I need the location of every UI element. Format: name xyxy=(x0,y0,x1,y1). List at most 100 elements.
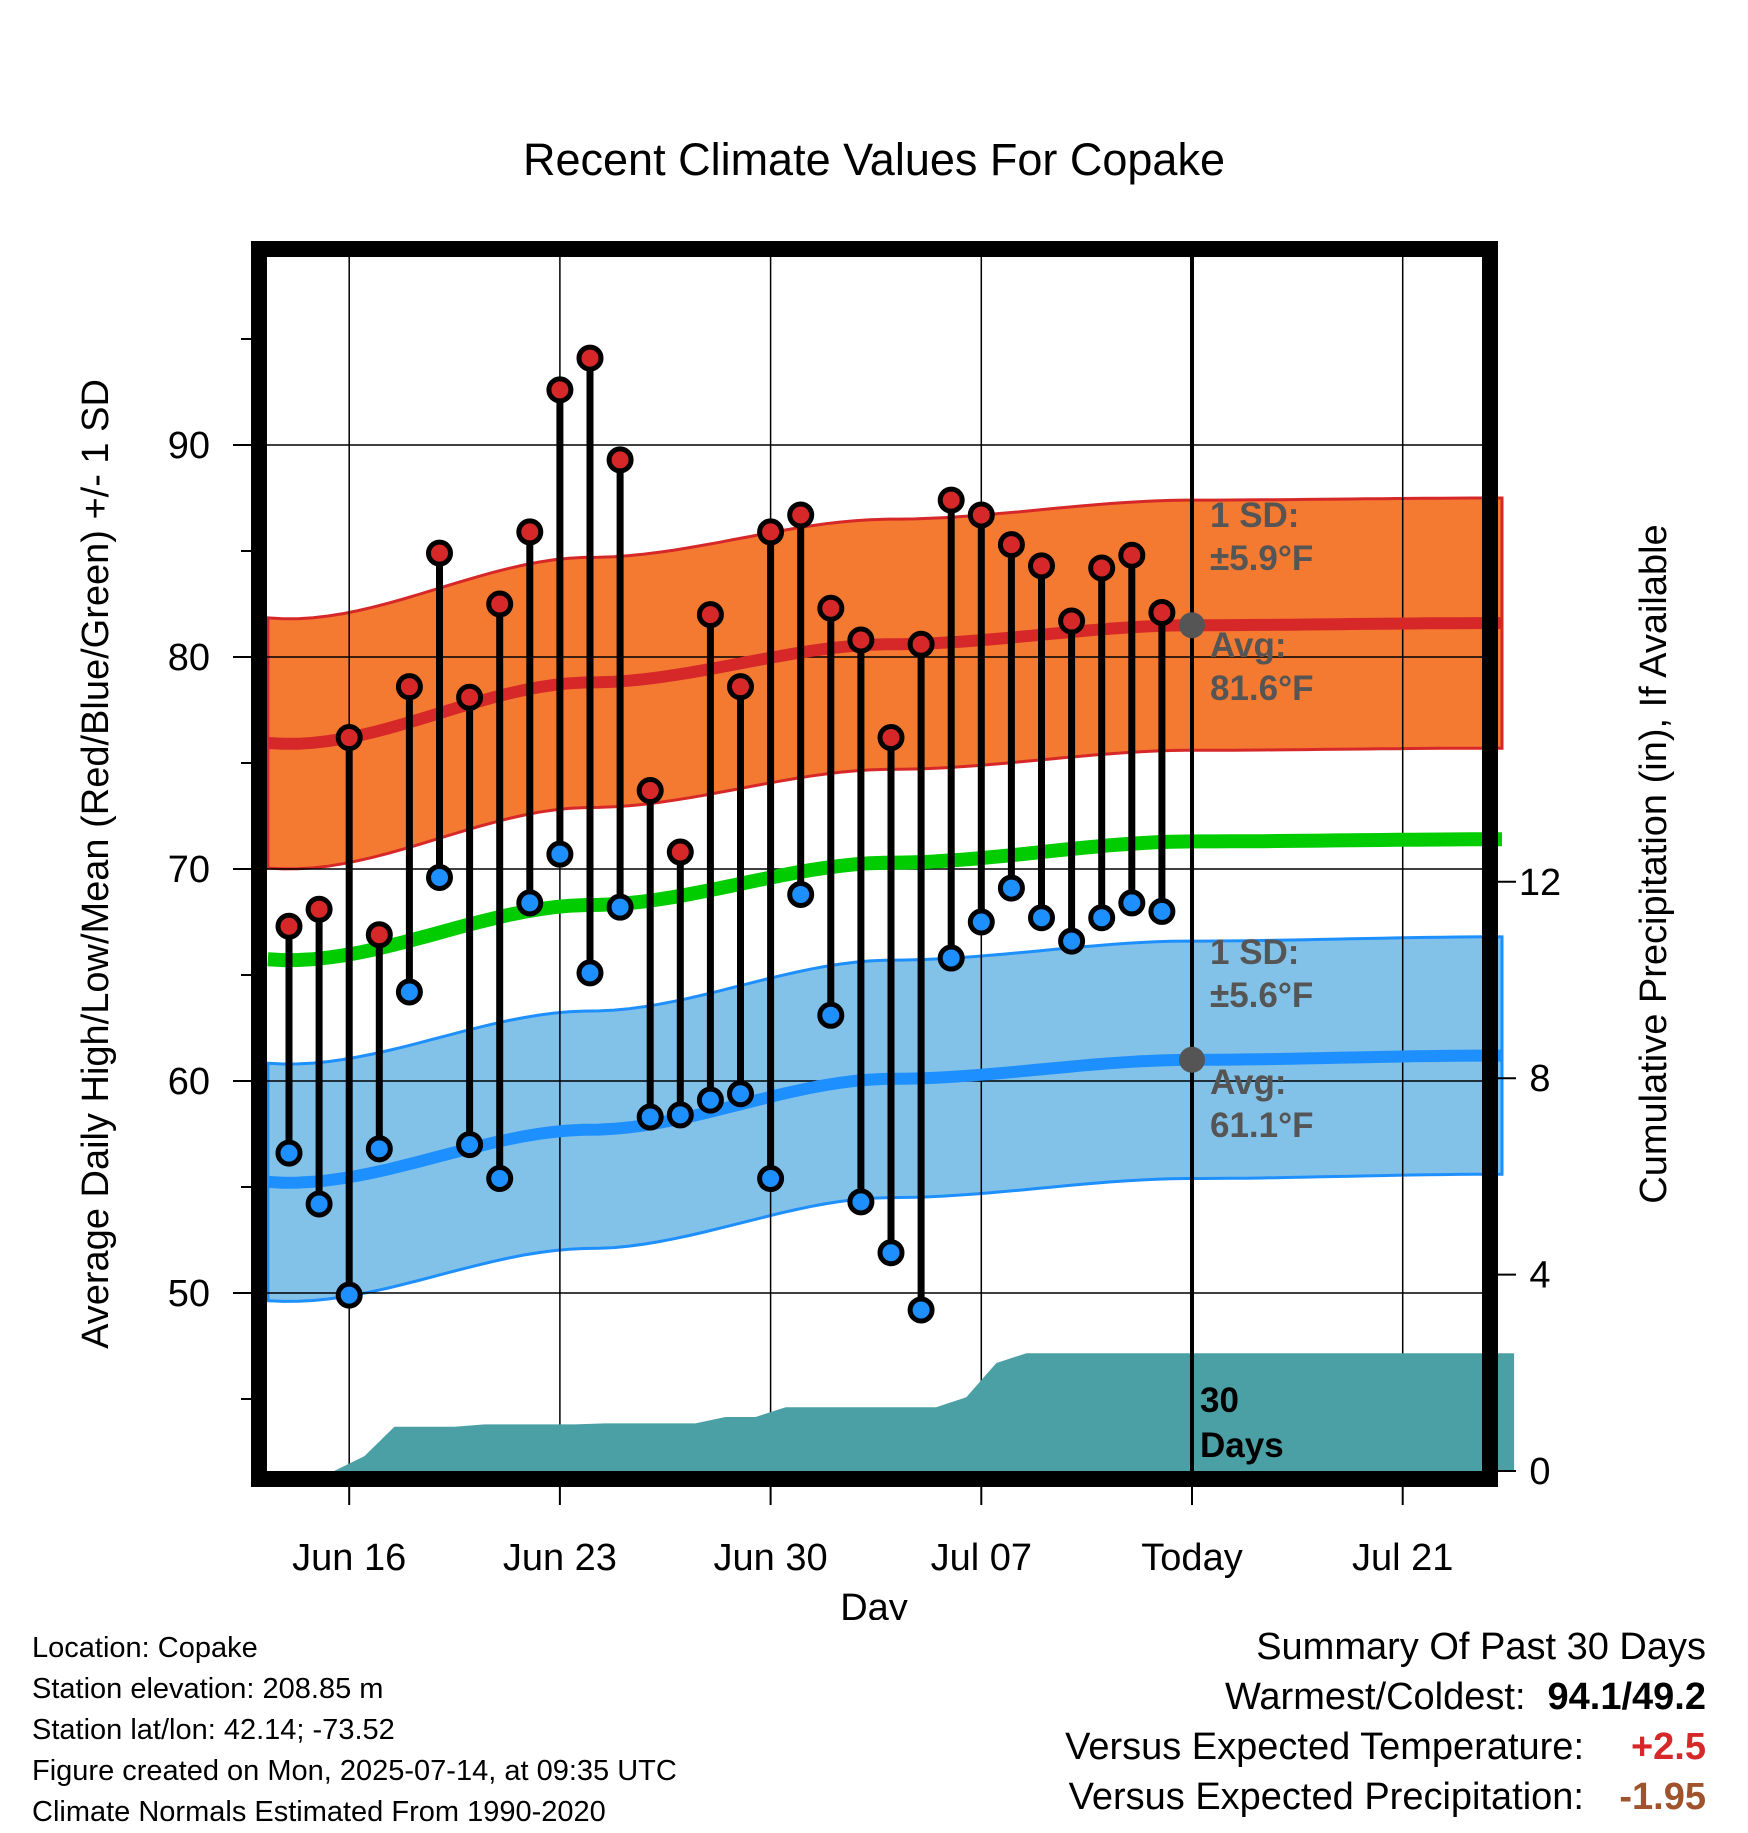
daily-high-point xyxy=(877,724,905,752)
high-avg-value: 81.6°F xyxy=(1210,669,1314,708)
daily-low-point xyxy=(877,1239,905,1267)
daily-high-point xyxy=(937,486,965,514)
y-axis-label: Average Daily High/Low/Mean (Red/Blue/Gr… xyxy=(75,379,117,1349)
daily-low-point xyxy=(1088,904,1116,932)
window-label-number: 30 xyxy=(1200,1381,1239,1420)
daily-low-point xyxy=(847,1188,875,1216)
daily-high-point xyxy=(606,446,634,474)
daily-high-point xyxy=(847,626,875,654)
daily-high-point xyxy=(365,921,393,949)
daily-low-point xyxy=(937,944,965,972)
daily-low-point xyxy=(305,1190,333,1218)
daily-high-point xyxy=(395,673,423,701)
temp-row: Versus Expected Temperature: +2.5 xyxy=(1065,1722,1706,1772)
daily-low-point xyxy=(636,1103,664,1131)
daily-high-point xyxy=(757,518,785,546)
daily-low-point xyxy=(1118,889,1146,917)
y-tick-label: 80 xyxy=(168,637,210,679)
daily-high-point xyxy=(305,895,333,923)
x-axis-label: Day xyxy=(840,1587,908,1620)
window-label-unit: Days xyxy=(1200,1426,1284,1465)
x-tick-label: Jul 07 xyxy=(931,1537,1032,1579)
summary-panel: Summary Of Past 30 Days Warmest/Coldest:… xyxy=(1065,1622,1706,1822)
precip-area xyxy=(304,1353,1515,1471)
daily-high-point xyxy=(1118,541,1146,569)
daily-high-point xyxy=(456,683,484,711)
daily-high-point xyxy=(967,501,995,529)
y2-tick-label: 8 xyxy=(1529,1058,1550,1100)
daily-low-point xyxy=(967,908,995,936)
daily-low-point xyxy=(817,1001,845,1029)
high-sd-label: 1 SD: xyxy=(1210,496,1299,535)
climate-chart: Recent Climate Values For Copake 1 SD: ±5… xyxy=(75,134,1675,1620)
latlon-text: Station lat/lon: 42.14; -73.52 xyxy=(32,1714,395,1746)
daily-high-point xyxy=(817,594,845,622)
y-tick-label: 50 xyxy=(168,1273,210,1315)
daily-low-point xyxy=(606,893,634,921)
daily-high-point xyxy=(1148,598,1176,626)
precip-row: Versus Expected Precipitation: -1.95 xyxy=(1065,1772,1706,1822)
created-text: Figure created on Mon, 2025-07-14, at 09… xyxy=(32,1755,677,1787)
x-tick-label: Jun 23 xyxy=(503,1537,617,1579)
daily-low-point xyxy=(395,978,423,1006)
daily-high-point xyxy=(275,912,303,940)
low-sd-label: 1 SD: xyxy=(1210,933,1299,972)
daily-low-point xyxy=(727,1080,754,1108)
daily-low-point xyxy=(1148,897,1176,925)
daily-high-point xyxy=(426,539,453,567)
today-low-avg-dot xyxy=(1179,1046,1205,1073)
x-tick-label: Jun 16 xyxy=(292,1537,406,1579)
daily-low-point xyxy=(757,1165,785,1193)
precip-value: -1.95 xyxy=(1619,1776,1706,1818)
x-tick-label: Jul 21 xyxy=(1352,1537,1453,1579)
plot-frame xyxy=(251,241,1498,1487)
normal-mean-line xyxy=(267,832,1502,968)
y2-axis-label: Cumulative Precipitation (in), If Availa… xyxy=(1633,524,1675,1203)
daily-low-point xyxy=(576,959,604,987)
daily-low-point xyxy=(787,880,815,908)
low-avg-label: Avg: xyxy=(1210,1063,1286,1102)
daily-high-point xyxy=(997,531,1025,559)
daily-low-point xyxy=(696,1086,724,1114)
daily-low-point xyxy=(997,874,1025,902)
daily-high-point xyxy=(335,724,363,752)
y-tick-label: 90 xyxy=(168,425,210,467)
normals-text: Climate Normals Estimated From 1990-2020 xyxy=(32,1796,606,1828)
daily-high-point xyxy=(546,376,574,404)
daily-high-point xyxy=(727,673,754,701)
chart-title: Recent Climate Values For Copake xyxy=(523,134,1225,185)
y-tick-label: 60 xyxy=(168,1061,210,1103)
daily-high-point xyxy=(636,777,664,805)
daily-high-point xyxy=(576,344,604,372)
daily-low-point xyxy=(1028,904,1055,932)
daily-low-point xyxy=(426,863,453,891)
high-avg-label: Avg: xyxy=(1210,626,1286,665)
today-high-avg-dot xyxy=(1179,612,1205,639)
daily-high-point xyxy=(486,590,514,618)
temp-value: +2.5 xyxy=(1630,1726,1706,1768)
daily-high-point xyxy=(696,601,724,629)
daily-high-point xyxy=(1058,607,1086,635)
y2-tick-label: 4 xyxy=(1529,1255,1550,1297)
y2-tick-label: 0 xyxy=(1529,1451,1550,1493)
daily-low-point xyxy=(335,1281,363,1309)
x-tick-label: Jun 30 xyxy=(714,1537,828,1579)
summary-title: Summary Of Past 30 Days xyxy=(1256,1626,1706,1668)
daily-low-point xyxy=(516,889,544,917)
high-sd-band xyxy=(266,496,1504,871)
high-sd-value: ±5.9°F xyxy=(1210,539,1313,578)
daily-high-point xyxy=(1028,552,1055,580)
y2-tick-label: 12 xyxy=(1519,862,1561,904)
warm-cold-row: Warmest/Coldest: 94.1/49.2 xyxy=(1065,1672,1706,1722)
daily-low-point xyxy=(666,1101,694,1129)
low-avg-value: 61.1°F xyxy=(1210,1106,1314,1145)
daily-low-point xyxy=(486,1165,514,1193)
precip-label: Versus Expected Precipitation: xyxy=(1068,1776,1584,1818)
elevation-text: Station elevation: 208.85 m xyxy=(32,1673,384,1705)
daily-low-point xyxy=(365,1135,393,1163)
daily-low-point xyxy=(275,1139,303,1167)
daily-high-point xyxy=(1088,554,1116,582)
location-text: Location: Copake xyxy=(32,1632,258,1664)
y-tick-label: 70 xyxy=(168,849,210,891)
low-sd-value: ±5.6°F xyxy=(1210,976,1313,1015)
